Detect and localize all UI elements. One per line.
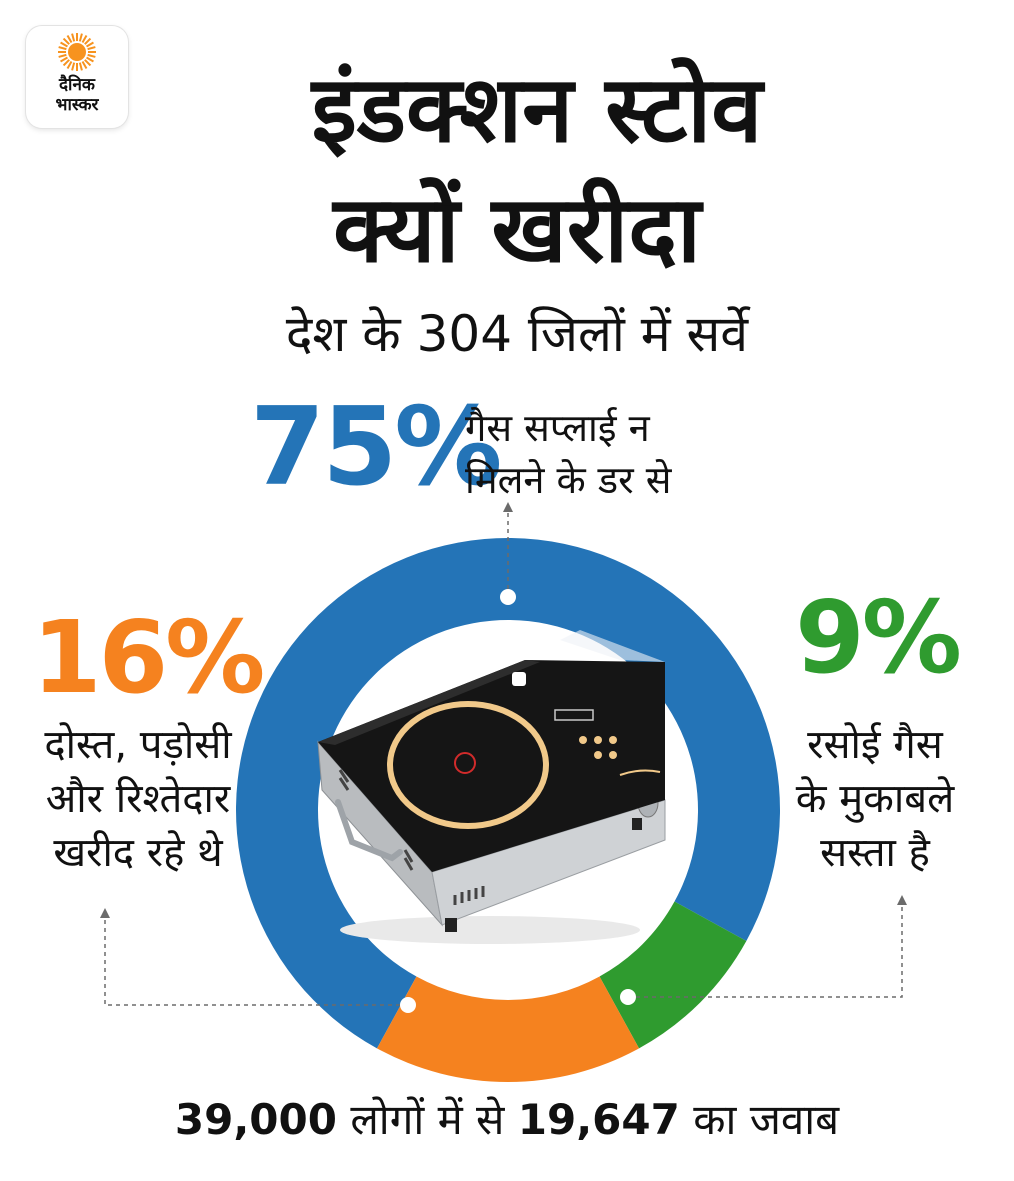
title-line-1: इंडक्शन स्टोव [311, 56, 763, 163]
arrow-up-icon [897, 895, 907, 905]
induction-stove-icon [317, 630, 666, 944]
friends-percent: 16% [32, 599, 265, 716]
cheaper-label-line1: रसोई गैस [807, 722, 943, 768]
footer-text-2: का जवाब [679, 1095, 840, 1144]
footer-note: 39,000 लोगों में से 19,647 का जवाब [0, 1090, 1014, 1150]
friends-label-line2: और रिश्तेदार [45, 776, 231, 822]
footer-text-1: लोगों में से [336, 1095, 518, 1144]
logo-text-line1: दैनिक [59, 75, 95, 95]
gas-supply-label-line2: मिलने के डर से [465, 458, 672, 502]
marker-dot-gas [500, 589, 516, 605]
logo-text-line2: भास्कर [55, 95, 99, 115]
cheaper-label: रसोई गैस के मुकाबले सस्ता है [770, 718, 980, 880]
footer-respondents: 19,647 [517, 1095, 680, 1144]
gas-supply-percent: 75% [250, 385, 503, 510]
arrow-up-icon [100, 908, 110, 918]
leader-line-cheap [628, 905, 903, 998]
arrow-up-icon [503, 502, 513, 512]
marker-dot-friends [400, 997, 416, 1013]
cheaper-label-line3: सस्ता है [820, 830, 930, 876]
subtitle: देश के 304 जिलों में सर्वे [285, 305, 749, 363]
cheaper-label-line2: के मुकाबले [795, 776, 955, 822]
sun-icon [58, 33, 96, 71]
leader-line-friends [104, 918, 408, 1006]
friends-label: दोस्त, पड़ोसी और रिश्तेदार खरीद रहे थे [18, 718, 258, 880]
footer-total: 39,000 [174, 1095, 337, 1144]
slice-cheaper [599, 901, 747, 1049]
dainik-bhaskar-logo: दैनिक भास्कर [26, 26, 128, 128]
gas-supply-label-line1: गैस सप्लाई न [465, 406, 650, 450]
cheaper-percent: 9% [795, 579, 962, 696]
slice-friends [376, 976, 640, 1082]
friends-label-line3: खरीद रहे थे [53, 830, 223, 876]
marker-dot-cheap [620, 989, 636, 1005]
gas-supply-label: गैस सप्लाई न मिलने के डर से [465, 402, 671, 506]
title-line-2: क्यों खरीदा [333, 176, 701, 283]
friends-label-line1: दोस्त, पड़ोसी [44, 722, 232, 768]
